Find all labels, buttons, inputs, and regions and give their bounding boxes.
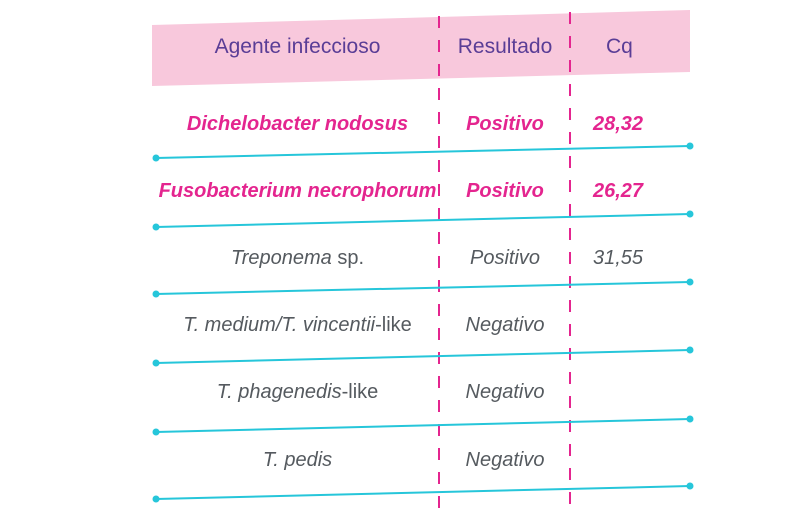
rule-dot <box>152 290 160 298</box>
row-3-result: Positivo <box>469 247 541 269</box>
row-5-result: Negativo <box>465 381 545 403</box>
row-1-agent: Dichelobacter nodosus <box>155 114 440 134</box>
row-rule <box>155 485 691 500</box>
rule-dot <box>152 428 160 436</box>
rule-dot <box>686 482 694 490</box>
rule-dot <box>686 278 694 286</box>
rule-dot <box>686 346 694 354</box>
row-rule <box>155 145 691 159</box>
agent-name: Dichelobacter nodosus <box>186 113 409 135</box>
row-rules <box>152 142 694 503</box>
row-1-result: Positivo <box>466 113 544 135</box>
row-1-cq: 28,32 <box>593 113 644 135</box>
row-4-agent: T. medium/T. vincentii-like <box>155 315 440 335</box>
rule-dot <box>152 154 160 162</box>
row-rule <box>155 281 691 295</box>
agent-suffix: -like <box>341 381 379 403</box>
row-rule <box>155 349 691 364</box>
agent-name: T. medium/T. vincentii <box>183 314 376 336</box>
rule-dot <box>152 359 160 367</box>
header-cq: Cq <box>606 35 633 58</box>
agent-suffix: sp. <box>331 247 365 269</box>
header-background <box>152 10 690 86</box>
row-5-agent: T. phagenedis-like <box>155 382 440 402</box>
header-result: Resultado <box>457 35 553 58</box>
row-6-agent: T. pedis <box>155 450 440 470</box>
agent-name: Fusobacterium necrophorum <box>158 180 437 202</box>
rule-dot <box>686 415 694 423</box>
row-rule <box>155 213 691 228</box>
row-4-result: Negativo <box>465 314 545 336</box>
row-3-cq: 31,55 <box>593 247 644 269</box>
rule-dot <box>686 142 694 150</box>
agent-name: T. phagenedis <box>216 381 342 403</box>
row-6-result: Negativo <box>465 449 545 471</box>
agent-name: Treponema <box>230 247 332 269</box>
row-2-agent: Fusobacterium necrophorum <box>155 181 440 201</box>
agent-name: T. pedis <box>262 449 333 471</box>
rule-dot <box>152 495 160 503</box>
rule-dot <box>686 210 694 218</box>
agent-suffix: -like <box>375 314 412 336</box>
row-rule <box>155 418 691 433</box>
row-2-cq: 26,27 <box>593 180 644 202</box>
row-3-agent: Treponema sp. <box>155 248 440 268</box>
rule-dot <box>152 223 160 231</box>
header-agent: Agente infeccioso <box>214 35 381 58</box>
row-2-result: Positivo <box>466 180 544 202</box>
